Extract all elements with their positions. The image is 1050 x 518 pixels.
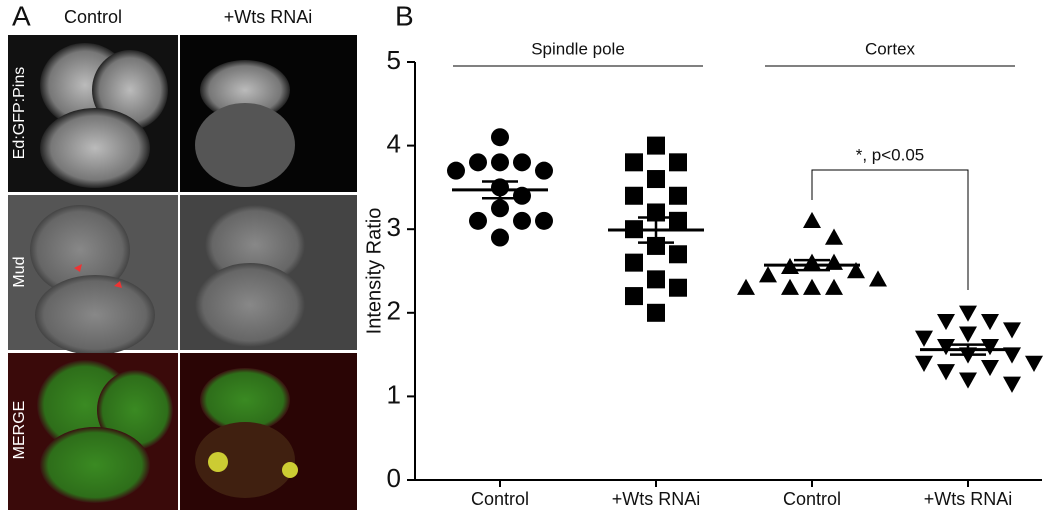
point — [625, 287, 643, 306]
point — [781, 278, 799, 295]
panel-label: B — [395, 0, 414, 31]
y-axis-label: Intensity Ratio — [363, 208, 385, 335]
spot — [282, 462, 298, 478]
cell — [40, 427, 150, 503]
point — [937, 364, 955, 381]
point — [759, 266, 777, 283]
point — [669, 245, 687, 264]
y-tick-label: 0 — [387, 463, 401, 493]
point — [915, 330, 933, 347]
cell — [195, 263, 305, 347]
point — [981, 313, 999, 331]
row-label: Mud — [11, 256, 28, 287]
point — [625, 253, 643, 272]
point — [959, 305, 977, 322]
point — [915, 355, 933, 372]
point — [1003, 347, 1021, 364]
point — [535, 161, 553, 180]
point — [669, 153, 687, 172]
column-label: Control — [64, 7, 122, 27]
point — [647, 136, 665, 155]
point — [981, 339, 999, 356]
point — [513, 153, 531, 172]
row-label: Ed:GFP:Pins — [11, 67, 28, 159]
point — [535, 211, 553, 230]
point — [737, 278, 755, 295]
spot — [208, 452, 228, 472]
y-tick-label: 3 — [387, 212, 401, 242]
x-tick-label: +Wts RNAi — [924, 489, 1013, 509]
point — [625, 186, 643, 205]
row-label: MERGE — [11, 401, 28, 460]
arrowhead — [114, 281, 122, 288]
group-label: Spindle pole — [531, 39, 625, 58]
point — [1025, 355, 1043, 372]
annotation: *, p<0.05 — [856, 145, 925, 164]
point — [669, 278, 687, 297]
arrowhead — [74, 264, 82, 272]
x-tick-label: Control — [471, 489, 529, 509]
point — [491, 199, 509, 218]
point — [625, 153, 643, 172]
point — [937, 339, 955, 356]
point — [803, 211, 821, 229]
point — [959, 372, 977, 389]
point — [847, 262, 865, 279]
cell — [30, 205, 130, 295]
y-tick-label: 4 — [387, 128, 401, 158]
cell — [200, 368, 290, 432]
point — [647, 170, 665, 189]
point — [491, 128, 509, 147]
cell — [205, 205, 305, 285]
point — [491, 228, 509, 247]
error-bar — [794, 258, 830, 272]
point — [647, 270, 665, 289]
point — [447, 161, 465, 180]
point — [469, 211, 487, 230]
point — [669, 211, 687, 230]
point — [825, 278, 843, 295]
significance-bracket — [811, 169, 969, 290]
cell — [195, 103, 295, 187]
x-tick-label: Control — [783, 489, 841, 509]
point — [825, 253, 843, 270]
point — [959, 326, 977, 343]
cell — [195, 422, 295, 498]
microscopy-panels — [8, 35, 357, 510]
column-label: +Wts RNAi — [224, 7, 313, 27]
error-bar — [950, 343, 986, 356]
point — [937, 313, 955, 331]
x-tick-label: +Wts RNAi — [612, 489, 701, 509]
error-bar — [482, 180, 518, 200]
point — [647, 303, 665, 322]
group-label: Cortex — [865, 39, 916, 58]
error-bar — [638, 216, 674, 244]
point — [513, 211, 531, 230]
point — [491, 153, 509, 172]
point — [469, 153, 487, 172]
point — [803, 278, 821, 295]
panel-label: A — [12, 0, 31, 31]
y-tick-label: 5 — [387, 45, 401, 75]
point — [1003, 322, 1021, 339]
point — [1003, 376, 1021, 393]
cell — [40, 108, 150, 188]
point — [825, 228, 843, 245]
point — [981, 359, 999, 377]
cell — [200, 60, 290, 120]
cell — [35, 275, 155, 355]
point — [869, 270, 887, 287]
y-tick-label: 1 — [387, 379, 401, 409]
point — [669, 186, 687, 205]
y-tick-label: 2 — [387, 296, 401, 326]
